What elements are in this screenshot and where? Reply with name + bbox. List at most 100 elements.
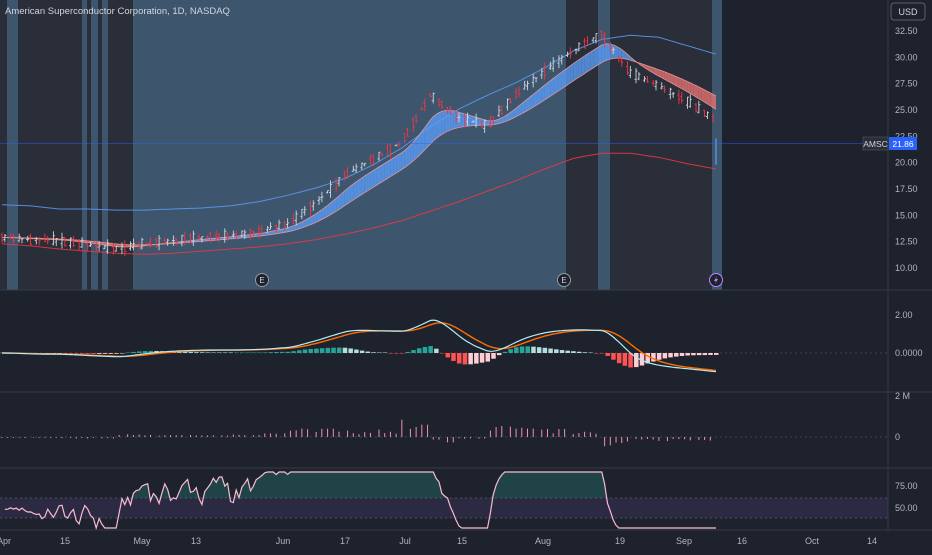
cloud-segment bbox=[562, 70, 565, 89]
macd-hist-bar bbox=[274, 352, 279, 353]
time-tick-label: 14 bbox=[867, 536, 877, 546]
cloud-segment bbox=[368, 172, 371, 191]
macd-hist-bar bbox=[508, 349, 513, 353]
macd-hist-bar bbox=[691, 353, 696, 355]
macd-hist-bar bbox=[303, 350, 308, 353]
macd-hist-bar bbox=[348, 348, 353, 353]
cloud-segment bbox=[402, 150, 405, 169]
macd-hist-bar bbox=[674, 353, 679, 357]
macd-hist-bar bbox=[354, 350, 359, 353]
time-tick-label: Apr bbox=[0, 536, 11, 546]
macd-hist-bar bbox=[611, 353, 616, 360]
macd-hist-bar bbox=[206, 352, 211, 353]
macd-hist-bar bbox=[137, 351, 142, 353]
time-tick-label: 16 bbox=[737, 536, 747, 546]
cloud-segment bbox=[348, 186, 351, 204]
macd-hist-bar bbox=[360, 351, 365, 353]
macd-hist-bar bbox=[326, 348, 331, 353]
macd-hist-bar bbox=[497, 353, 502, 355]
macd-hist-bar bbox=[308, 349, 313, 353]
cloud-segment bbox=[359, 178, 362, 196]
macd-hist-bar bbox=[714, 353, 719, 355]
macd-hist-bar bbox=[605, 353, 610, 356]
macd-hist-bar bbox=[697, 353, 702, 355]
highlight-bands bbox=[0, 0, 722, 290]
volume-tick-2m: 2 M bbox=[895, 391, 910, 401]
lightning-marker[interactable] bbox=[710, 274, 723, 287]
rsi-tick-75: 75.00 bbox=[895, 481, 918, 491]
cloud-segment bbox=[699, 87, 702, 100]
cloud-segment bbox=[567, 66, 570, 85]
time-tick-label: 15 bbox=[60, 536, 70, 546]
price-tag-symbol: AMSC bbox=[863, 139, 888, 149]
macd-hist-bar bbox=[663, 353, 668, 358]
macd-hist-bar bbox=[406, 352, 411, 353]
macd-hist-bar bbox=[537, 347, 542, 353]
time-tick-label: Jul bbox=[399, 536, 411, 546]
macd-hist-bar bbox=[126, 353, 131, 354]
macd-hist-bar bbox=[314, 349, 319, 353]
cloud-segment bbox=[388, 160, 391, 179]
macd-hist-bar bbox=[377, 353, 382, 354]
cloud-segment bbox=[362, 176, 365, 194]
cloud-segment bbox=[565, 68, 568, 87]
cloud-segment bbox=[582, 56, 585, 75]
macd-hist-bar bbox=[80, 353, 85, 354]
macd-hist-bar bbox=[63, 353, 68, 354]
price-tick-label: 20.00 bbox=[895, 158, 918, 168]
dark-session-band bbox=[18, 0, 82, 290]
macd-hist-bar bbox=[446, 353, 451, 357]
macd-hist-bar bbox=[565, 351, 570, 353]
cloud-segment bbox=[707, 91, 710, 105]
time-tick-label: 17 bbox=[340, 536, 350, 546]
macd-hist-bar bbox=[280, 352, 285, 353]
svg-text:E: E bbox=[561, 276, 566, 285]
cloud-segment bbox=[439, 111, 442, 136]
cloud-segment bbox=[713, 94, 716, 109]
cloud-segment bbox=[553, 76, 556, 94]
macd-hist-bar bbox=[520, 346, 525, 353]
earnings-marker-1[interactable]: E bbox=[256, 274, 269, 287]
price-tick-label: 10.00 bbox=[895, 263, 918, 273]
cloud-segment bbox=[382, 163, 385, 182]
macd-hist-bar bbox=[234, 353, 239, 354]
cloud-segment bbox=[365, 174, 368, 192]
cloud-segment bbox=[390, 158, 393, 177]
price-tick-label: 32.50 bbox=[895, 26, 918, 36]
macd-hist-bar bbox=[194, 352, 199, 353]
macd-hist-bar bbox=[708, 353, 713, 355]
macd-hist-bar bbox=[343, 348, 348, 353]
time-tick-label: Aug bbox=[535, 536, 551, 546]
macd-hist-bar bbox=[451, 353, 456, 361]
time-tick-label: Sep bbox=[676, 536, 692, 546]
currency-label: USD bbox=[898, 7, 918, 17]
cloud-segment bbox=[556, 74, 559, 92]
price-tick-label: 30.00 bbox=[895, 52, 918, 62]
time-tick-label: May bbox=[133, 536, 151, 546]
currency-button[interactable]: USD bbox=[891, 3, 925, 20]
macd-hist-bar bbox=[428, 346, 433, 353]
macd-hist-bar bbox=[617, 353, 622, 363]
cloud-segment bbox=[550, 79, 553, 97]
time-tick-label: 19 bbox=[615, 536, 625, 546]
cloud-segment bbox=[370, 171, 373, 190]
macd-hist-bar bbox=[531, 347, 536, 353]
macd-hist-bar bbox=[251, 353, 256, 354]
cloud-segment bbox=[373, 169, 376, 188]
macd-hist-bar bbox=[457, 353, 462, 364]
macd-hist-bar bbox=[400, 353, 405, 354]
cloud-segment bbox=[385, 162, 388, 181]
cloud-segment bbox=[590, 50, 593, 69]
cloud-segment bbox=[587, 52, 590, 71]
macd-hist-bar bbox=[588, 353, 593, 354]
macd-hist-bar bbox=[97, 353, 102, 354]
macd-hist-bar bbox=[337, 348, 342, 353]
dark-session-band bbox=[610, 0, 712, 290]
dark-session-band bbox=[566, 0, 598, 290]
price-tick-label: 27.50 bbox=[895, 79, 918, 89]
macd-hist-bar bbox=[246, 353, 251, 354]
cloud-segment bbox=[547, 81, 550, 98]
earnings-marker-2[interactable]: E bbox=[558, 274, 571, 287]
cloud-segment bbox=[573, 62, 576, 81]
